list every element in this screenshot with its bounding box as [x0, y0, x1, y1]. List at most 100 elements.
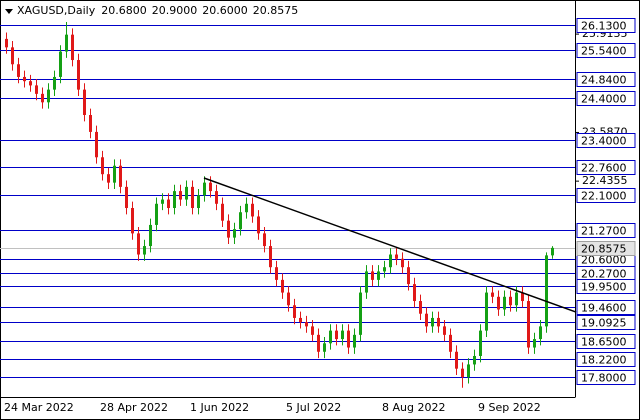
- level-label-box: [576, 72, 636, 87]
- candle-body: [221, 203, 224, 221]
- candle-body: [503, 296, 506, 310]
- level-label: 18.6500: [581, 336, 627, 349]
- candle-body: [245, 203, 248, 213]
- candle-body: [359, 292, 362, 335]
- candle-body: [167, 199, 170, 209]
- quote-close: 20.8575: [253, 4, 299, 17]
- candle-body: [479, 330, 482, 356]
- menu-triangle[interactable]: [5, 9, 13, 14]
- candle-body: [353, 334, 356, 348]
- candle-body: [47, 89, 50, 103]
- candle-body: [395, 254, 398, 259]
- candle-body: [377, 271, 380, 280]
- chart-header: XAGUSD,Daily 20.6800 20.9000 20.6000 20.8575: [17, 4, 298, 17]
- y-tick-label: 22.4355: [582, 174, 628, 187]
- candle-body: [53, 76, 56, 90]
- candle-body: [5, 38, 8, 48]
- level-label-box: [576, 223, 636, 238]
- trendline: [203, 177, 577, 313]
- candle-body: [551, 247, 554, 256]
- candle-body: [71, 34, 74, 61]
- candle-body: [347, 330, 350, 348]
- candle-body: [299, 317, 302, 323]
- candle-body: [341, 330, 344, 340]
- quote-low: 20.6000: [202, 4, 248, 17]
- last-price-box: [576, 241, 636, 256]
- candle-body: [443, 326, 446, 335]
- quote-high: 20.9000: [152, 4, 198, 17]
- candle-body: [203, 182, 206, 196]
- candle-body: [413, 284, 416, 302]
- level-label: 21.2700: [581, 225, 627, 238]
- candle-body: [449, 334, 452, 352]
- level-label-box: [576, 18, 636, 33]
- candle-body: [401, 258, 404, 268]
- candle-body: [269, 246, 272, 268]
- x-tick-label: 8 Aug 2022: [382, 401, 445, 414]
- candle-body: [29, 81, 32, 86]
- candle-body: [125, 186, 128, 209]
- candle-body: [509, 296, 512, 306]
- last-price-label: 20.8575: [581, 243, 627, 256]
- candle-body: [23, 76, 26, 82]
- candle-body: [437, 317, 440, 327]
- level-label: 24.8400: [581, 74, 627, 87]
- level-label: 19.9500: [581, 281, 627, 294]
- candle-body: [293, 305, 296, 318]
- candle-body: [131, 208, 134, 234]
- candle-body: [545, 255, 548, 327]
- candle-body: [35, 85, 38, 94]
- candle-body: [119, 165, 122, 187]
- candle-body: [209, 182, 212, 192]
- candle-body: [17, 64, 20, 77]
- candle-body: [239, 212, 242, 230]
- candle-body: [107, 174, 110, 183]
- candle-body: [179, 191, 182, 200]
- candle-body: [65, 34, 68, 52]
- level-label-box: [576, 315, 636, 330]
- candle-body: [197, 195, 200, 209]
- candle-body: [191, 186, 194, 209]
- candle-body: [113, 165, 116, 183]
- candle-body: [473, 355, 476, 365]
- candle-body: [515, 292, 518, 306]
- candle-body: [389, 254, 392, 268]
- level-label-box: [576, 300, 636, 315]
- candle-body: [233, 229, 236, 238]
- candle-body: [149, 224, 152, 247]
- level-label-box: [576, 43, 636, 58]
- candle-body: [497, 296, 500, 310]
- candle-body: [215, 191, 218, 204]
- candle-body: [155, 203, 158, 225]
- level-label: 20.2700: [581, 268, 627, 281]
- candle-body: [521, 292, 524, 302]
- candle-body: [257, 216, 260, 234]
- candle-body: [425, 313, 428, 327]
- candle-body: [467, 364, 470, 378]
- candle-body: [311, 326, 314, 335]
- level-label: 18.2200: [581, 354, 627, 367]
- candle-body: [101, 157, 104, 175]
- level-label: 24.4000: [581, 93, 627, 106]
- candle-body: [287, 292, 290, 306]
- level-label-box: [576, 160, 636, 175]
- candle-body: [185, 186, 188, 200]
- candle-body: [59, 51, 62, 77]
- candle-body: [455, 351, 458, 369]
- level-label-box: [576, 133, 636, 148]
- candle-body: [461, 368, 464, 378]
- level-label-box: [576, 91, 636, 106]
- x-tick-label: 5 Jul 2022: [286, 401, 341, 414]
- level-label-box: [576, 352, 636, 367]
- symbol: XAGUSD,Daily: [17, 4, 96, 17]
- x-tick-label: 1 Jun 2022: [190, 401, 249, 414]
- candle-body: [305, 322, 308, 327]
- quote-open: 20.6800: [101, 4, 147, 17]
- level-label-box: [576, 334, 636, 349]
- candle-body: [419, 301, 422, 314]
- x-tick-label: 24 Mar 2022: [4, 401, 74, 414]
- candle-body: [335, 330, 338, 340]
- candle-body: [323, 343, 326, 352]
- level-label: 22.1000: [581, 190, 627, 203]
